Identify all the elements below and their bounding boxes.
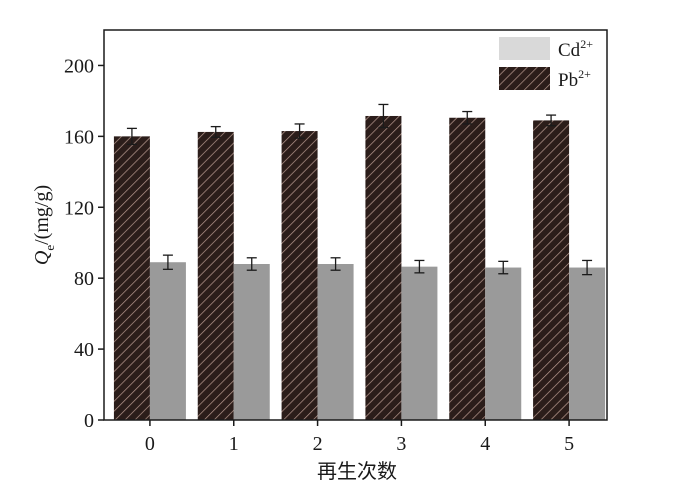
legend-label-cd: Cd2+ (558, 37, 593, 61)
bar-cd-1 (233, 264, 270, 420)
y-axis-title: Qe/(mg/g) (31, 185, 57, 265)
y-tick-label: 0 (84, 410, 94, 432)
bar-pb-2 (281, 131, 318, 420)
plot-frame (103, 29, 608, 421)
y-axis-subscript: e (42, 245, 57, 251)
y-axis: 0 40 80 120 160 200 (64, 55, 104, 432)
y-tick-label: 160 (64, 126, 94, 148)
y-tick-label: 80 (74, 268, 94, 290)
legend: Cd2+ Pb2+ (499, 37, 593, 91)
legend-label-pb: Pb2+ (558, 67, 591, 91)
x-tick-label: 5 (564, 433, 574, 455)
y-tick-label: 120 (64, 197, 94, 219)
y-axis-unit: /(mg/g) (31, 185, 53, 245)
x-axis-title: 再生次数 (317, 459, 397, 483)
x-axis: 0 1 2 3 4 5 (145, 420, 574, 455)
legend-swatch-pb (499, 67, 550, 90)
y-tick-label: 40 (74, 339, 94, 361)
bar-pb-1 (197, 131, 234, 420)
x-tick-label: 2 (313, 433, 323, 455)
y-tick-label: 200 (64, 55, 94, 77)
bar-cd-4 (485, 267, 522, 420)
y-axis-symbol: Q (31, 250, 53, 265)
legend-swatch-cd (499, 37, 550, 60)
bar-pb-4 (449, 117, 486, 420)
bar-pb-3 (365, 115, 402, 421)
bar-cd-5 (569, 267, 606, 420)
bar-cd-0 (149, 262, 186, 420)
x-tick-label: 0 (145, 433, 155, 455)
bar-cd-3 (401, 266, 438, 420)
error-bars-layer (126, 103, 593, 276)
bar-pb-5 (533, 120, 570, 420)
x-tick-label: 3 (396, 433, 406, 455)
bar-cd-2 (317, 264, 354, 420)
bars-layer (113, 115, 606, 421)
x-tick-label: 4 (480, 433, 490, 455)
bar-pb-0 (113, 136, 150, 420)
x-tick-label: 1 (229, 433, 239, 455)
